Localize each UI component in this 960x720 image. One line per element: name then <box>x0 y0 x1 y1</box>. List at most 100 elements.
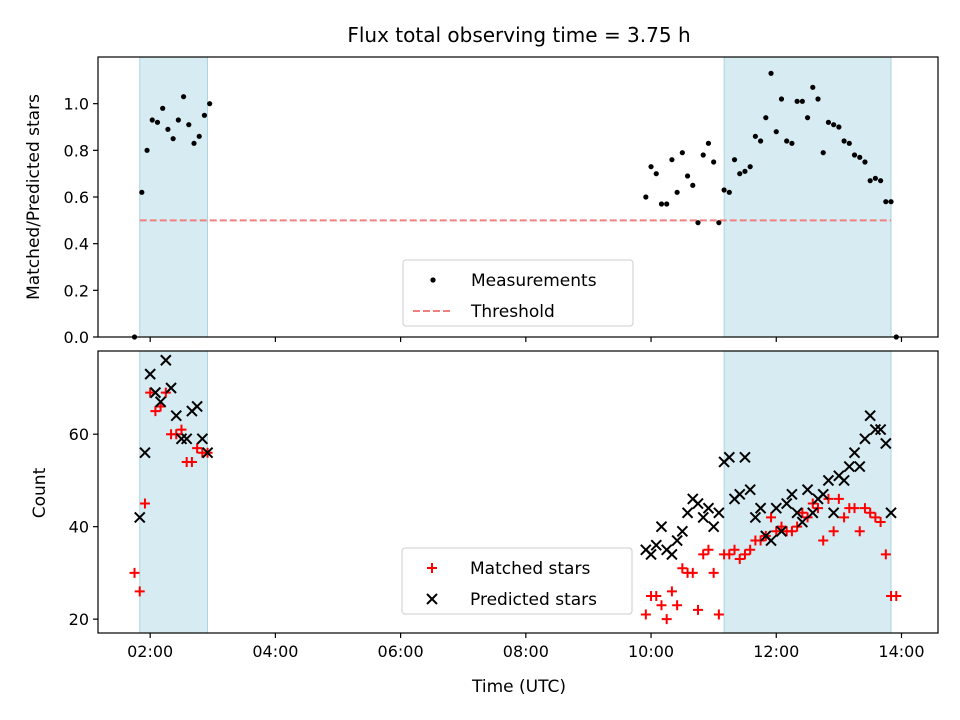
matched-star-point <box>139 498 150 509</box>
measurement-point <box>742 168 748 174</box>
measurement-point <box>888 199 894 205</box>
matched-star-point <box>134 586 145 597</box>
measurement-point <box>773 129 779 135</box>
predicted-star-point <box>144 368 156 380</box>
predicted-star-point <box>149 386 162 399</box>
matched-star-point <box>766 512 777 523</box>
predicted-star-point <box>864 410 876 422</box>
predicted-star-point <box>791 507 803 519</box>
x-tick-label: 14:00 <box>878 642 924 661</box>
chart-title: Flux total observing time = 3.75 h <box>347 23 690 47</box>
predicted-star-point <box>749 511 762 524</box>
measurement-point <box>160 105 166 111</box>
measurement-point <box>862 159 868 165</box>
measurement-point <box>820 150 826 156</box>
matched-star-point <box>880 549 891 560</box>
top-y-axis-label: Matched/Predicted stars <box>24 94 44 300</box>
predicted-star-point <box>822 474 835 487</box>
measurement-point <box>196 133 202 139</box>
legend-box <box>402 259 634 327</box>
measurement-point <box>674 189 680 195</box>
measurement-point <box>207 101 213 107</box>
matched-star-point <box>849 503 860 514</box>
matched-star-point <box>150 406 161 417</box>
measurement-point <box>711 159 717 165</box>
measurement-point <box>679 150 685 156</box>
measurement-point <box>695 220 701 226</box>
x-tick-label: 04:00 <box>252 642 298 661</box>
matched-star-point <box>833 493 844 504</box>
legend: Matched stars Predicted stars <box>401 547 633 615</box>
measurement-point <box>747 164 753 170</box>
predicted-star-point <box>676 525 689 538</box>
matched-star-point <box>640 609 651 620</box>
matched-star-point <box>771 526 782 537</box>
predicted-star-point <box>681 507 694 519</box>
predicted-star-point <box>765 534 777 547</box>
predicted-star-point <box>655 520 668 533</box>
measurement-point <box>758 138 764 144</box>
measurement-point <box>872 175 878 181</box>
predicted-star-point <box>707 520 720 533</box>
measurement-point <box>763 115 769 121</box>
matched-star-point <box>186 456 197 467</box>
measurement-point <box>825 119 832 125</box>
legend-marker-dot <box>430 277 436 283</box>
predicted-star-point <box>723 451 736 464</box>
predicted-star-point <box>702 502 715 514</box>
measurement-point <box>149 117 155 123</box>
measurement-point <box>186 122 192 128</box>
predicted-star-point <box>770 502 782 514</box>
predicted-star-point <box>713 507 725 519</box>
y-tick-label: 60 <box>69 425 89 444</box>
predicted-star-point <box>874 423 887 436</box>
predicted-star-point <box>754 502 767 514</box>
predicted-star-point <box>165 382 177 394</box>
measurement-point <box>867 178 873 184</box>
measurement-point <box>669 157 675 163</box>
matched-star-point <box>891 591 902 602</box>
measurement-point <box>175 117 181 123</box>
predicted-star-point <box>744 483 756 496</box>
shaded-interval-1 <box>139 56 208 338</box>
predicted-star-point <box>838 474 850 487</box>
measurement-point <box>139 189 145 195</box>
measurement-point <box>883 199 889 205</box>
legend-label: Measurements <box>471 271 597 291</box>
y-tick-label: 0.2 <box>64 281 89 300</box>
predicted-star-point <box>180 433 193 445</box>
predicted-star-point <box>650 539 662 551</box>
predicted-star-point <box>175 433 188 445</box>
legend-box <box>401 547 633 615</box>
matched-star-point <box>677 563 688 574</box>
predicted-star-point <box>739 451 751 464</box>
predicted-star-point <box>170 410 182 422</box>
matched-star-point <box>828 526 839 537</box>
x-tick-label: 12:00 <box>753 642 799 661</box>
predicted-star-point <box>671 534 683 547</box>
matched-star-point <box>739 549 750 560</box>
matched-star-point <box>661 614 672 625</box>
predicted-star-point <box>697 511 709 524</box>
x-tick-label: 02:00 <box>127 642 173 661</box>
measurement-point <box>165 126 171 132</box>
legend-label: Matched stars <box>470 559 590 579</box>
predicted-star-point <box>666 548 678 561</box>
legend-label: Threshold <box>470 302 555 322</box>
measurement-point <box>851 152 858 158</box>
measurement-point <box>737 171 743 177</box>
matched-star-point <box>129 567 140 578</box>
matched-star-point <box>729 544 740 555</box>
matched-star-point <box>656 600 667 611</box>
matched-star-point <box>839 512 850 523</box>
legend-label: Predicted stars <box>470 590 597 610</box>
matched-star-point <box>786 526 797 537</box>
matched-star-point <box>854 526 865 537</box>
measurement-point <box>846 140 852 146</box>
y-tick-label: 0.0 <box>64 328 89 347</box>
predicted-star-point <box>796 516 809 528</box>
matched-star-point <box>703 544 714 555</box>
predicted-star-point <box>160 354 172 366</box>
predicted-star-point <box>645 548 657 561</box>
measurement-point <box>700 152 706 158</box>
